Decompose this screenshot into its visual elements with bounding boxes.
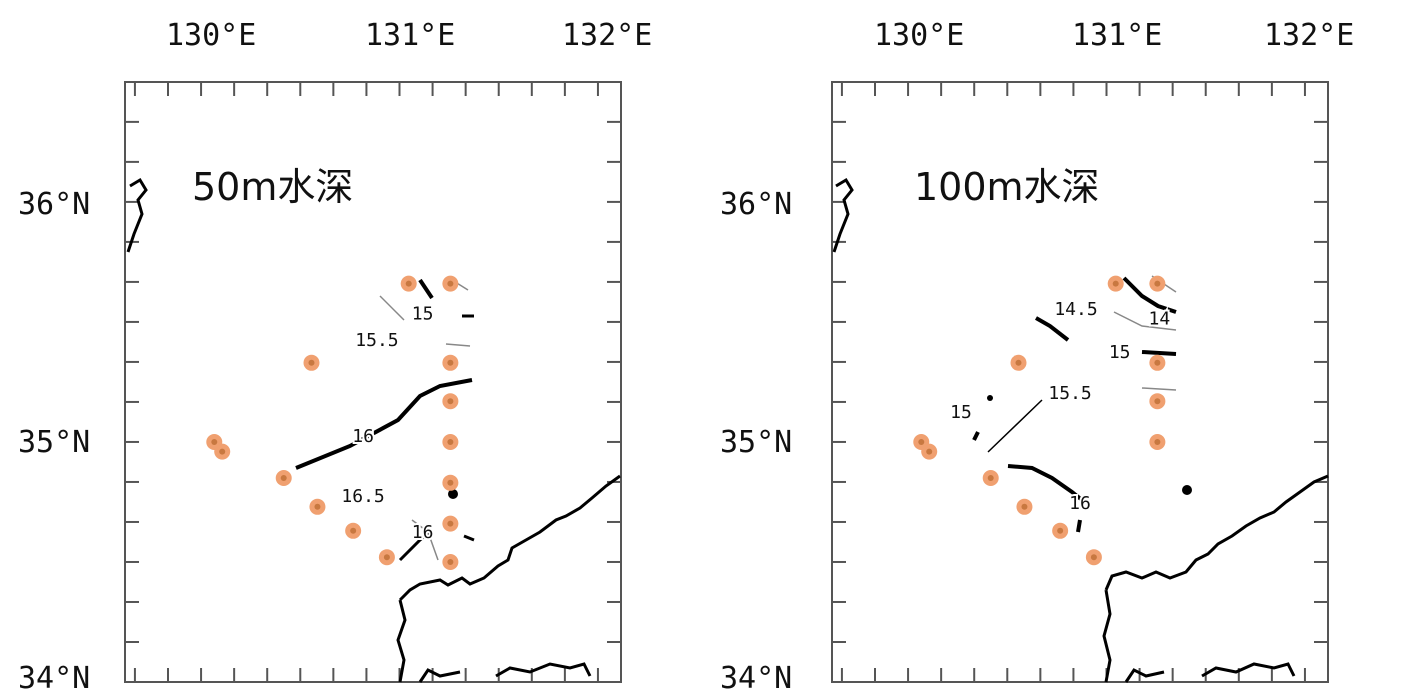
station-marker [1107, 275, 1124, 292]
station-marker [1149, 275, 1166, 292]
coastline-oki [126, 177, 148, 253]
observation-dot [448, 489, 458, 499]
contour-label: 16 [412, 522, 434, 543]
coastline-bottom [418, 662, 592, 683]
lon-label-131: 131°E [365, 18, 455, 53]
map-panel-50m: 130°E 131°E 132°E 36°N 35°N 34°N 15 15.5 1… [18, 18, 652, 691]
frame-ticks [125, 82, 621, 683]
contour-16 [1007, 464, 1084, 502]
contour-14-5-thin [1113, 311, 1177, 331]
lon-label-132: 132°E [1264, 18, 1354, 53]
station-marker [1016, 498, 1033, 515]
lon-label-131: 131°E [1072, 18, 1162, 53]
lat-label-35: 35°N [18, 425, 90, 460]
contour-label: 15 [1109, 342, 1131, 363]
station-marker [1149, 393, 1166, 410]
contour-label: 15 [950, 402, 972, 423]
lon-label-132: 132°E [562, 18, 652, 53]
contour-16-south [1076, 519, 1082, 533]
station-marker [442, 474, 459, 491]
contour-label: 16 [1069, 493, 1091, 514]
coastline-bottom [1124, 662, 1296, 683]
contour-label: 16 [352, 426, 374, 447]
station-marker [1052, 522, 1069, 539]
station-marker [442, 554, 459, 570]
lat-label-35: 35°N [720, 425, 792, 460]
station-marker [275, 470, 292, 486]
station-marker [214, 443, 231, 460]
contour-16-south-end [463, 534, 475, 542]
coastline-oki [832, 177, 854, 253]
station-marker [1149, 434, 1166, 450]
lat-label-34: 34°N [18, 661, 90, 691]
lon-label-130: 130°E [874, 18, 964, 53]
station-marker [921, 443, 938, 460]
station-marker [982, 470, 999, 486]
station-marker [400, 275, 417, 292]
contour-label: 15.5 [355, 330, 398, 351]
lat-label-36: 36°N [720, 187, 792, 222]
contour-label: 14 [1149, 308, 1171, 329]
station-marker [303, 354, 320, 371]
map-frame [124, 81, 622, 683]
contour-15-thick [418, 278, 434, 300]
contour-14-5 [1122, 276, 1177, 314]
map-title-100m: 100m水深 [914, 165, 1100, 209]
station-marker [442, 393, 459, 410]
contour-label: 15.5 [1048, 383, 1091, 404]
station-marker [442, 434, 459, 450]
station-marker [378, 549, 395, 566]
coastline-honshu [1102, 474, 1329, 683]
contour-16-south [398, 530, 431, 562]
contour-15-5-thin [445, 343, 471, 347]
station-marker [1010, 354, 1027, 371]
coastline-honshu [396, 474, 621, 683]
station-group-50m [206, 275, 459, 570]
station-marker [442, 354, 459, 371]
lat-label-34: 34°N [720, 661, 792, 691]
observation-dot-north [987, 395, 993, 401]
station-marker [442, 515, 459, 532]
station-marker [345, 522, 362, 539]
map-panel-100m: 130°E 131°E 132°E 36°N 35°N 34°N 14.5 14 1… [702, 0, 1404, 691]
map-100m-svg: 130°E 131°E 132°E 36°N 35°N 34°N 14.5 141… [720, 18, 1354, 691]
contour-15 [1035, 316, 1070, 342]
station-marker [442, 275, 459, 292]
station-marker [1085, 549, 1102, 566]
contour-15-west [972, 431, 980, 441]
contour-label: 16.5 [341, 486, 384, 507]
station-marker [309, 498, 326, 515]
contour-15-thin [379, 295, 405, 321]
map-50m-svg: 130°E 131°E 132°E 36°N 35°N 34°N 1515.51… [18, 18, 652, 691]
contour-15-east [1141, 350, 1177, 356]
station-group-100m [913, 275, 1166, 566]
lat-label-36: 36°N [18, 187, 90, 222]
station-marker [1149, 354, 1166, 371]
contour-label-group-100m: 14.5 14 15 15.5 15 16 [948, 297, 1172, 516]
contour-label: 14.5 [1054, 299, 1097, 320]
map-frame [831, 81, 1329, 683]
map-title-50m: 50m水深 [192, 165, 353, 209]
contour-16 [295, 378, 473, 470]
contour-15-5-thin [1141, 387, 1177, 391]
contour-15-5-line [987, 399, 1043, 453]
contour-label-group-50m: 15 15.5 16 16.5 16 [339, 302, 435, 545]
lon-label-130: 130°E [166, 18, 256, 53]
contour-label: 15 [412, 304, 434, 325]
observation-dot [1182, 485, 1192, 495]
